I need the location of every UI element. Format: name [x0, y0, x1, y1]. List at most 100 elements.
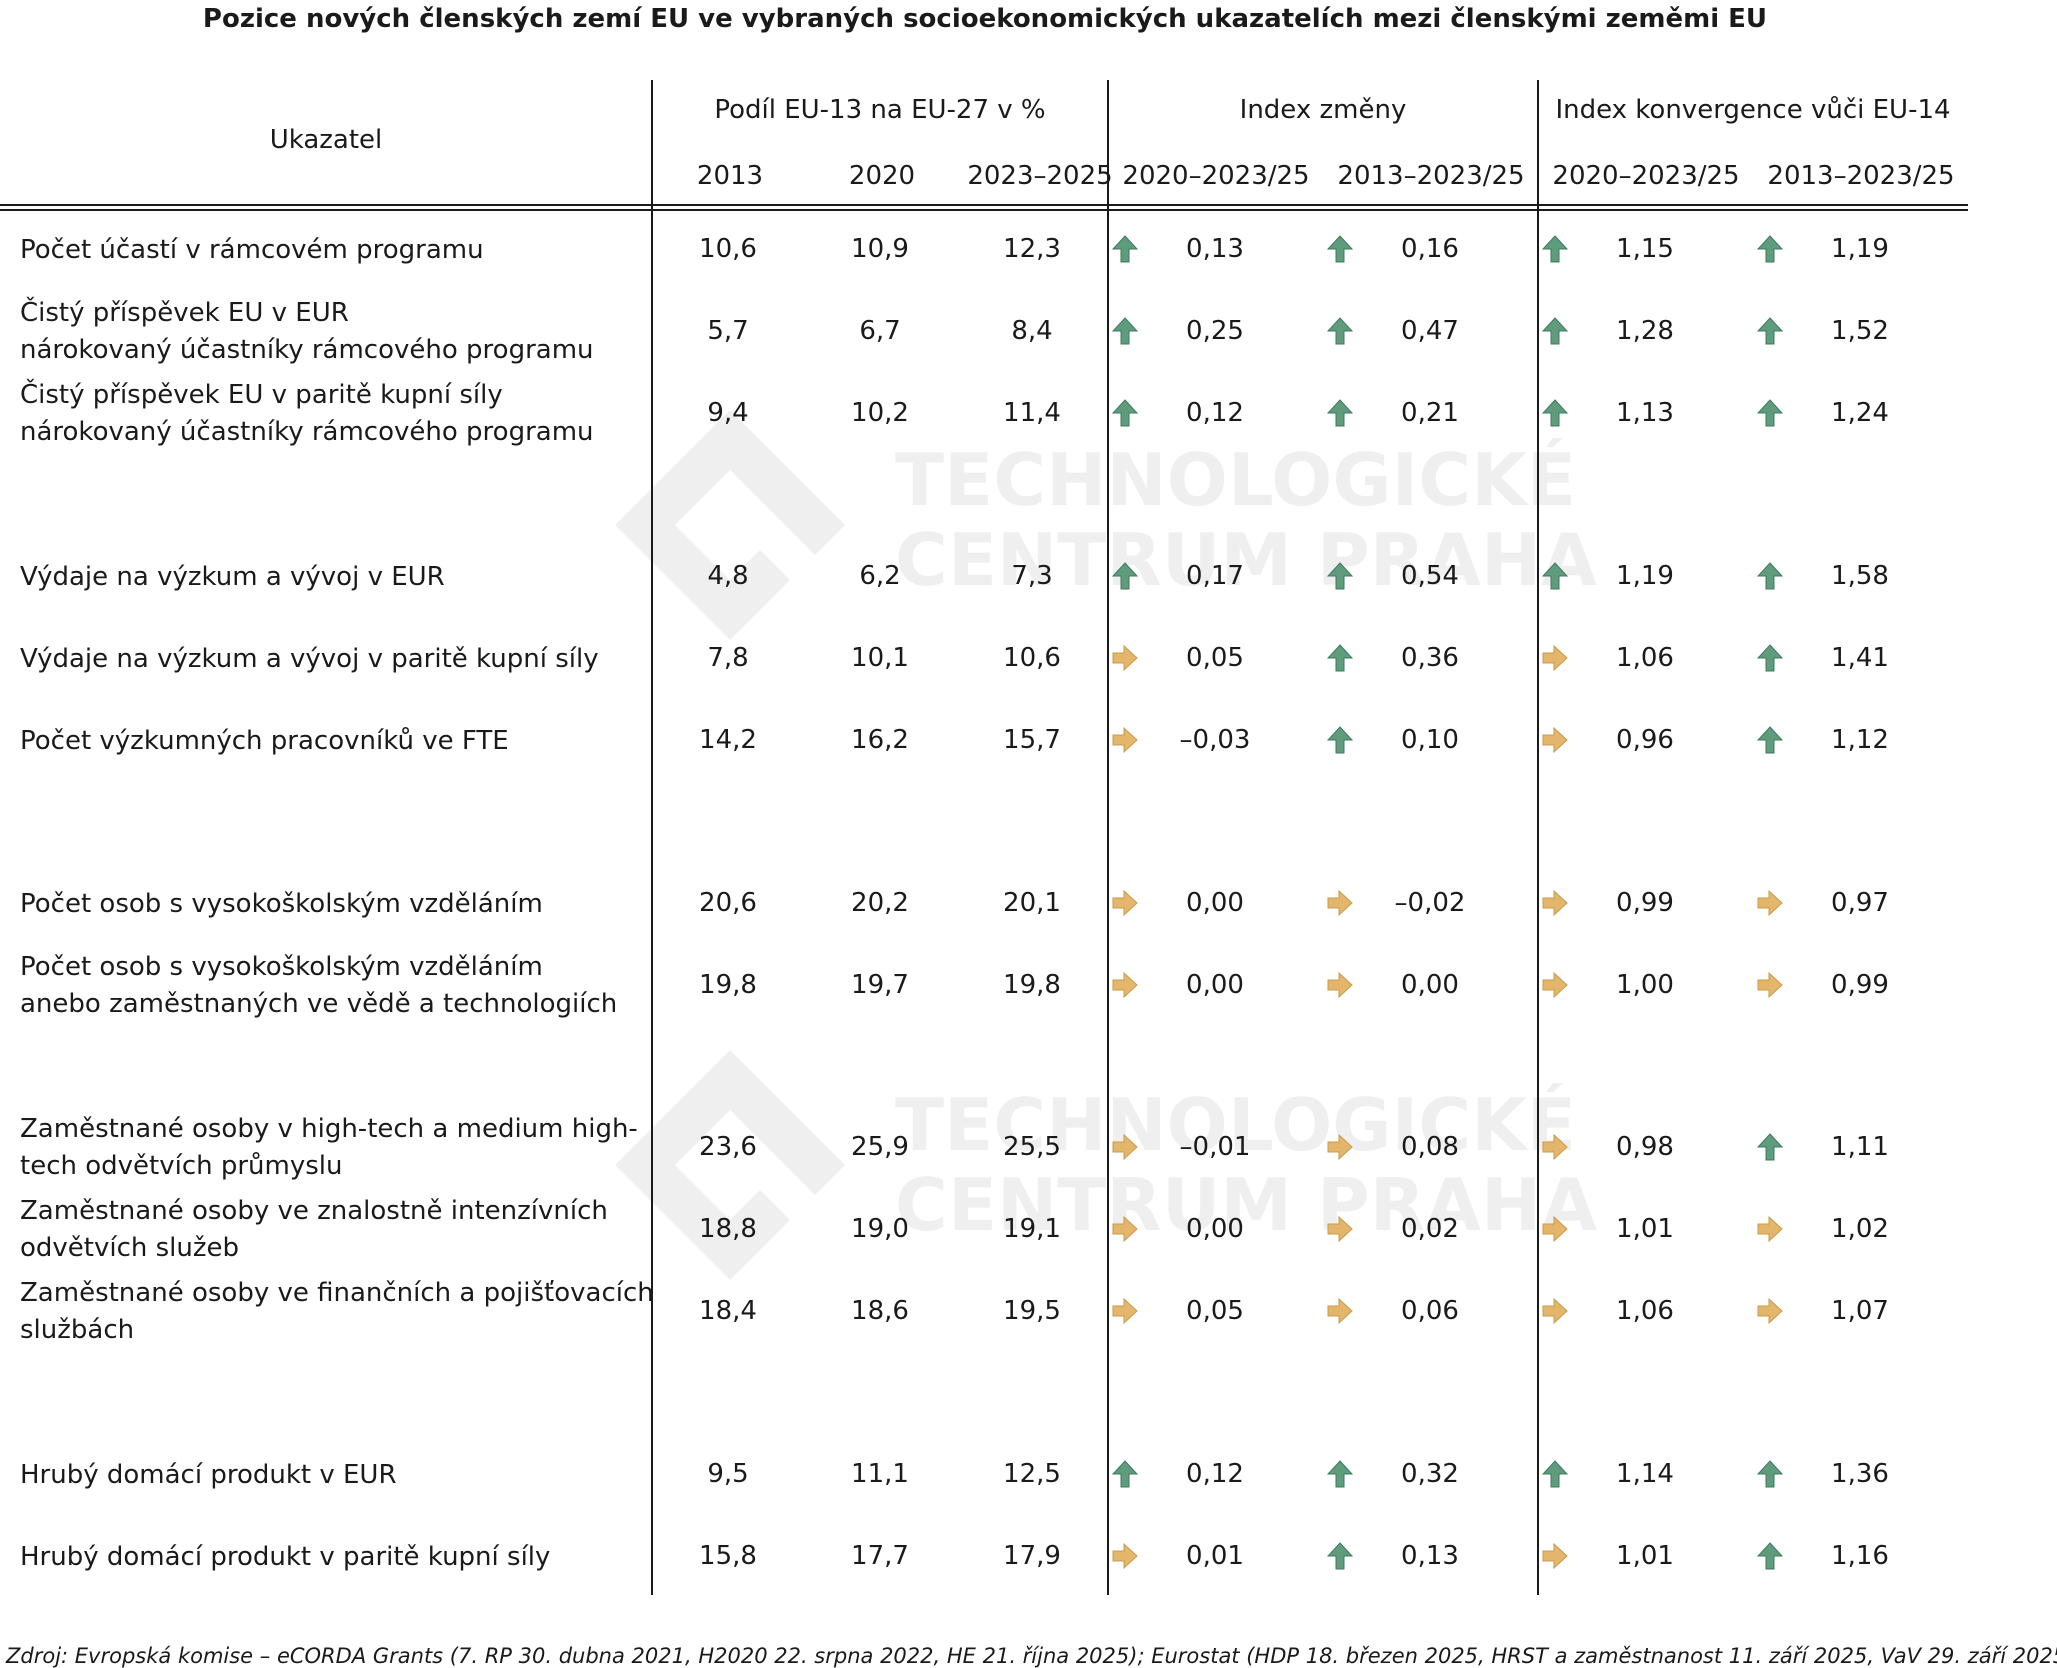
trend-up-arrow-icon — [1757, 1460, 1783, 1488]
row-label-line: Čistý příspěvek EU v paritě kupní síly — [20, 380, 503, 410]
trend-up-arrow-icon — [1757, 726, 1783, 754]
change-index-value: 0,25 — [1186, 316, 1244, 346]
convergence-index-value: 1,52 — [1831, 316, 1889, 346]
share-value: 18,8 — [699, 1214, 757, 1244]
trend-right-arrow-icon — [1757, 971, 1783, 999]
row-label: Hrubý domácí produkt v paritě kupní síly — [20, 1539, 550, 1576]
row-label-line: Počet osob s vysokoškolským vzděláním — [20, 952, 543, 982]
trend-right-arrow-icon — [1327, 889, 1353, 917]
trend-right-arrow-icon — [1542, 1215, 1568, 1243]
trend-right-arrow-icon — [1542, 889, 1568, 917]
share-value: 19,8 — [1003, 970, 1061, 1000]
trend-up-arrow-icon — [1112, 399, 1138, 427]
watermark-text: TECHNOLOGICKÉ CENTRUM PRAHA — [895, 438, 1597, 602]
trend-right-arrow-icon — [1112, 726, 1138, 754]
convergence-index-value: 1,41 — [1831, 643, 1889, 673]
row-label: Zaměstnané osoby ve finančních a pojišťo… — [20, 1275, 654, 1349]
trend-right-arrow-icon — [1757, 889, 1783, 917]
change-index-value: 0,00 — [1186, 888, 1244, 918]
change-index-value: –0,02 — [1394, 888, 1466, 918]
convergence-index-value: 1,19 — [1831, 234, 1889, 264]
change-index-value: 0,13 — [1186, 234, 1244, 264]
trend-up-arrow-icon — [1757, 317, 1783, 345]
watermark-text: TECHNOLOGICKÉ CENTRUM PRAHA — [895, 1083, 1597, 1247]
change-index-value: 0,02 — [1401, 1214, 1459, 1244]
convergence-index-value: 1,24 — [1831, 398, 1889, 428]
convergence-index-value: 1,01 — [1616, 1541, 1674, 1571]
row-label: Výdaje na výzkum a vývoj v paritě kupní … — [20, 641, 599, 678]
trend-right-arrow-icon — [1112, 1542, 1138, 1570]
convergence-index-value: 1,02 — [1831, 1214, 1889, 1244]
share-value: 20,6 — [699, 888, 757, 918]
convergence-index-value: 1,13 — [1616, 398, 1674, 428]
share-value: 9,5 — [707, 1459, 749, 1489]
convergence-index-value: 1,16 — [1831, 1541, 1889, 1571]
row-label-line: Počet účastí v rámcovém programu — [20, 234, 484, 265]
change-index-value: 0,17 — [1186, 561, 1244, 591]
trend-up-arrow-icon — [1757, 562, 1783, 590]
trend-up-arrow-icon — [1757, 235, 1783, 263]
convergence-index-value: 1,58 — [1831, 561, 1889, 591]
share-value: 5,7 — [707, 316, 749, 346]
trend-right-arrow-icon — [1757, 1297, 1783, 1325]
share-value: 10,1 — [851, 643, 909, 673]
change-index-value: 0,32 — [1401, 1459, 1459, 1489]
trend-up-arrow-icon — [1757, 1133, 1783, 1161]
change-index-value: 0,05 — [1186, 643, 1244, 673]
trend-right-arrow-icon — [1327, 1297, 1353, 1325]
share-value: 19,7 — [851, 970, 909, 1000]
change-index-value: 0,05 — [1186, 1296, 1244, 1326]
table-title: Pozice nových členských zemí EU ve vybra… — [202, 4, 1768, 34]
change-index-value: 0,13 — [1401, 1541, 1459, 1571]
trend-up-arrow-icon — [1112, 235, 1138, 263]
row-label-line: anebo zaměstnaných ve vědě a technologií… — [20, 989, 618, 1019]
row-label-line: Zaměstnané osoby ve znalostně intenzívní… — [20, 1196, 608, 1226]
share-value: 9,4 — [707, 398, 749, 428]
trend-right-arrow-icon — [1542, 971, 1568, 999]
convergence-index-value: 1,01 — [1616, 1214, 1674, 1244]
trend-right-arrow-icon — [1112, 971, 1138, 999]
column-divider — [1537, 80, 1539, 1595]
trend-up-arrow-icon — [1542, 1460, 1568, 1488]
share-value: 19,5 — [1003, 1296, 1061, 1326]
share-value: 23,6 — [699, 1132, 757, 1162]
row-label-line: odvětvích služeb — [20, 1233, 240, 1263]
row-label: Hrubý domácí produkt v EUR — [20, 1457, 397, 1494]
header-rule — [0, 204, 1968, 206]
trend-up-arrow-icon — [1112, 562, 1138, 590]
share-value: 10,2 — [851, 398, 909, 428]
row-label: Počet výzkumných pracovníků ve FTE — [20, 723, 509, 760]
convergence-index-value: 1,06 — [1616, 1296, 1674, 1326]
trend-up-arrow-icon — [1327, 317, 1353, 345]
trend-up-arrow-icon — [1327, 644, 1353, 672]
convergence-index-value: 0,99 — [1831, 970, 1889, 1000]
share-value: 19,0 — [851, 1214, 909, 1244]
convergence-index-value: 1,11 — [1831, 1132, 1889, 1162]
trend-up-arrow-icon — [1327, 726, 1353, 754]
trend-right-arrow-icon — [1542, 726, 1568, 754]
change-index-value: 0,01 — [1186, 1541, 1244, 1571]
share-value: 7,3 — [1011, 561, 1053, 591]
convergence-index-value: 0,99 — [1616, 888, 1674, 918]
trend-up-arrow-icon — [1327, 562, 1353, 590]
col-header: 2013–2023/25 — [1767, 161, 1955, 191]
trend-up-arrow-icon — [1327, 1460, 1353, 1488]
change-index-value: 0,21 — [1401, 398, 1459, 428]
trend-right-arrow-icon — [1112, 889, 1138, 917]
header-rule — [0, 209, 1968, 211]
indicator-header: Ukazatel — [269, 125, 383, 155]
trend-up-arrow-icon — [1327, 1542, 1353, 1570]
share-value: 6,7 — [859, 316, 901, 346]
row-label-line: nárokovaný účastníky rámcového programu — [20, 335, 594, 365]
share-value: 8,4 — [1011, 316, 1053, 346]
col-header: 2023–2025 — [967, 161, 1113, 191]
row-label: Zaměstnané osoby ve znalostně intenzívní… — [20, 1193, 608, 1267]
row-label: Zaměstnané osoby v high-tech a medium hi… — [20, 1111, 638, 1185]
share-value: 14,2 — [699, 725, 757, 755]
row-label-line: tech odvětvích průmyslu — [20, 1151, 343, 1181]
row-label-line: Výdaje na výzkum a vývoj v EUR — [20, 561, 445, 592]
change-index-value: 0,06 — [1401, 1296, 1459, 1326]
row-label: Počet osob s vysokoškolským vzděláním — [20, 886, 543, 923]
share-value: 25,9 — [851, 1132, 909, 1162]
share-value: 10,9 — [851, 234, 909, 264]
